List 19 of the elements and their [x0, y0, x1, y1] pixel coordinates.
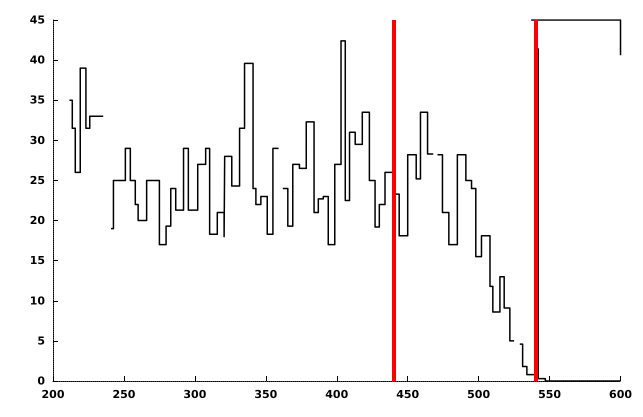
- y-tick-label: 10: [30, 294, 46, 308]
- x-tick-label: 500: [467, 388, 490, 401]
- y-tick-label: 15: [30, 254, 45, 268]
- x-tick-label: 550: [538, 388, 562, 401]
- x-tick-label: 450: [396, 388, 420, 401]
- x-tick-label: 600: [609, 388, 632, 401]
- x-tick-label: 250: [112, 388, 136, 401]
- y-tick-label: 20: [30, 214, 46, 228]
- x-tick-label: 400: [325, 388, 349, 401]
- x-tick-label: 350: [254, 388, 278, 401]
- y-tick-label: 0: [37, 374, 46, 388]
- y-tick-label: 45: [30, 14, 45, 26]
- x-tick-label: 200: [42, 388, 65, 401]
- y-tick-label: 35: [30, 94, 45, 107]
- y-tick-label: 30: [30, 134, 46, 147]
- y-tick-label: 25: [30, 174, 45, 187]
- x-tick-label: 300: [183, 388, 207, 401]
- y-tick-label: 5: [37, 334, 45, 348]
- y-tick-label: 40: [30, 54, 46, 67]
